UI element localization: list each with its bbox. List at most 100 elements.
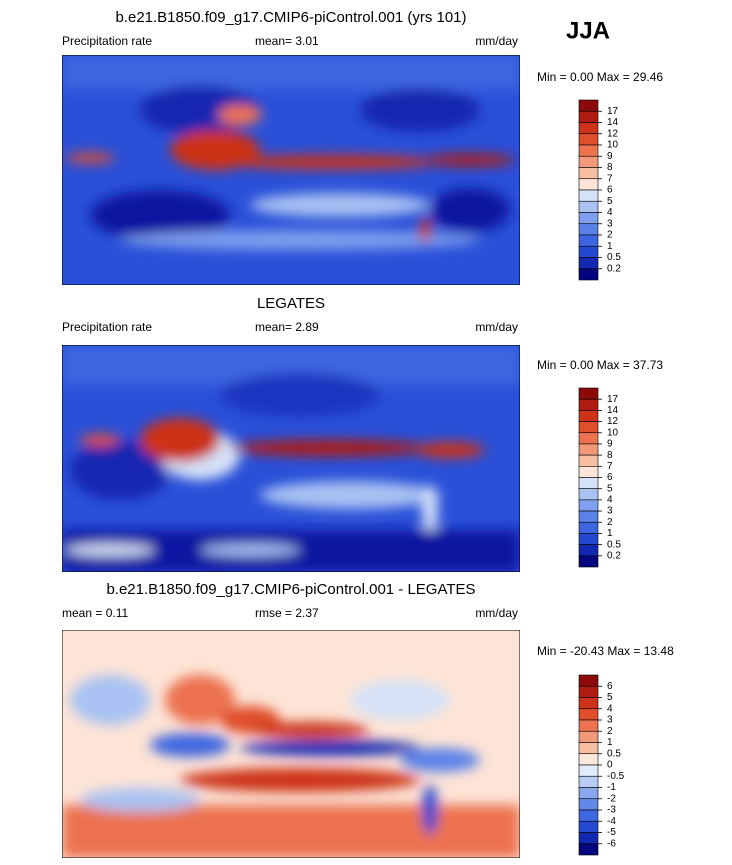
colorbar-label: 0.5 (607, 748, 621, 759)
colorbar-box (578, 155, 599, 168)
colorbar-box (578, 820, 599, 833)
panel-units: mm/day (475, 320, 518, 334)
colorbar-box (578, 730, 599, 743)
colorbar-label: 12 (607, 416, 619, 427)
colorbar-label: 2 (607, 517, 613, 528)
panel-title: b.e21.B1850.f09_g17.CMIP6-piControl.001 … (106, 581, 475, 598)
colorbar-label: -2 (607, 793, 616, 804)
colorbar-box (578, 99, 599, 112)
colorbar-label: 4 (607, 207, 613, 218)
colorbar-box (578, 719, 599, 732)
colorbar-box (578, 798, 599, 811)
map-image (62, 345, 520, 572)
colorbar-box (578, 245, 599, 258)
colorbar-box (578, 167, 599, 180)
colorbar-box (578, 398, 599, 411)
colorbar-box (578, 787, 599, 800)
colorbar-label: 0.5 (607, 539, 621, 550)
range-label: Min = 0.00 Max = 37.73 (537, 358, 663, 372)
panel-left-label: Precipitation rate (62, 320, 152, 334)
colorbar-label: 14 (607, 405, 619, 416)
panel-title: b.e21.B1850.f09_g17.CMIP6-piControl.001 … (115, 9, 466, 26)
colorbar-label: 5 (607, 483, 613, 494)
colorbar-box (578, 697, 599, 710)
colorbar-label: 4 (607, 495, 613, 506)
colorbar-label: 1 (607, 528, 613, 539)
colorbar-box (578, 488, 599, 501)
colorbar-box (578, 144, 599, 157)
panel-left-label: Precipitation rate (62, 34, 152, 48)
colorbar-label: 5 (607, 692, 613, 703)
colorbar-box (578, 212, 599, 225)
colorbar-box (578, 533, 599, 545)
colorbar-box (578, 742, 599, 755)
panel-title: LEGATES (257, 295, 325, 312)
colorbar-box (578, 234, 599, 247)
colorbar-label: 6 (607, 472, 613, 483)
colorbar-label: 9 (607, 439, 613, 450)
colorbar-box (578, 466, 599, 478)
colorbar-box (578, 674, 599, 687)
colorbar-label: 0.2 (607, 263, 621, 274)
colorbar-label: 3 (607, 218, 613, 229)
colorbar-label: 0.5 (607, 252, 621, 263)
panel-units: mm/day (475, 606, 518, 620)
colorbar-box (578, 421, 599, 434)
colorbar-box (578, 223, 599, 236)
colorbar-label: 5 (607, 196, 613, 207)
colorbar-box (578, 544, 599, 557)
colorbar-box (578, 189, 599, 202)
map-image (62, 630, 520, 858)
colorbar-box (578, 432, 599, 445)
colorbar-label: -6 (607, 838, 616, 849)
colorbar-box (578, 122, 599, 135)
colorbar-label: 0 (607, 760, 613, 771)
colorbar-box (578, 775, 599, 788)
range-label: Min = -20.43 Max = 13.48 (537, 644, 674, 658)
colorbar-box (578, 200, 599, 213)
colorbar-box (578, 178, 599, 191)
colorbar-box (578, 510, 599, 523)
colorbar-label: 14 (607, 117, 619, 128)
colorbar-label: 3 (607, 506, 613, 517)
colorbar-box (578, 454, 599, 467)
colorbar-box (578, 832, 599, 845)
colorbar-label: -1 (607, 782, 616, 793)
colorbar-box (578, 410, 599, 422)
colorbar-label: 9 (607, 151, 613, 162)
colorbar-box (578, 257, 599, 270)
panel-center-label: mean= 3.01 (255, 34, 319, 48)
colorbar-label: 4 (607, 703, 613, 714)
colorbar-label: 2 (607, 726, 613, 737)
colorbar-box (578, 443, 599, 456)
colorbar-label: 0.2 (607, 550, 621, 561)
colorbar-box (578, 764, 599, 777)
colorbar-box (578, 753, 599, 766)
colorbar-label: 3 (607, 715, 613, 726)
colorbar-box (578, 110, 599, 123)
colorbar-box (578, 387, 599, 400)
colorbar-label: 6 (607, 681, 613, 692)
colorbar-label: -3 (607, 805, 616, 816)
colorbar-label: 7 (607, 461, 613, 472)
colorbar-box (578, 555, 599, 568)
colorbar-label: 17 (607, 394, 619, 405)
colorbar-label: 1 (607, 241, 613, 252)
colorbar-label: 10 (607, 140, 619, 151)
colorbar-box (578, 521, 599, 534)
panel-left-label: mean = 0.11 (62, 606, 128, 620)
colorbar-label: 10 (607, 427, 619, 438)
range-label: Min = 0.00 Max = 29.46 (537, 70, 663, 84)
colorbar-box (578, 809, 599, 822)
colorbar-label: 6 (607, 185, 613, 196)
colorbar-label: -5 (607, 827, 616, 838)
map-image (62, 55, 520, 285)
colorbar-label: 7 (607, 173, 613, 184)
colorbar-box (578, 499, 599, 512)
colorbar-label: 8 (607, 450, 613, 461)
colorbar-label: -4 (607, 816, 616, 827)
season-label: JJA (566, 17, 610, 44)
panel-center-label: mean= 2.89 (255, 320, 319, 334)
